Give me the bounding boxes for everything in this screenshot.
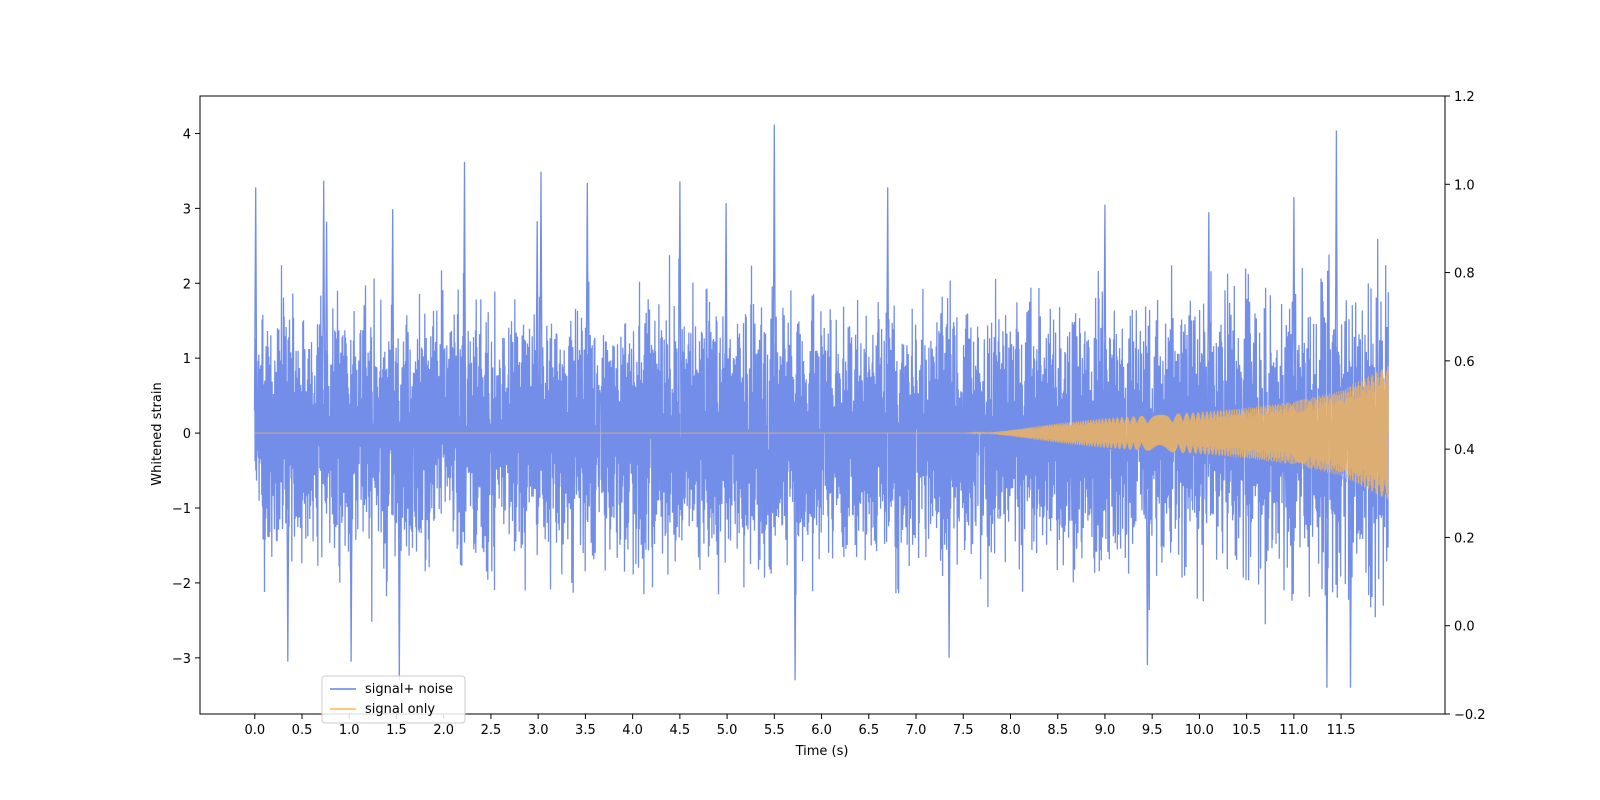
y2-tick-label: −0.2 — [1454, 708, 1486, 723]
x-tick-label: 0.5 — [292, 723, 313, 738]
x-tick-label: 2.5 — [481, 723, 502, 738]
y-tick-label: −1 — [172, 502, 191, 517]
series-signal-only-line — [254, 365, 1389, 500]
x-tick-label: 3.0 — [528, 723, 549, 738]
y-tick-label: −2 — [172, 577, 191, 592]
y2-tick-label: 0.6 — [1454, 355, 1475, 370]
legend: signal+ noise signal only — [321, 675, 466, 724]
x-tick-label: 9.5 — [1142, 723, 1163, 738]
x-tick-label: 11.5 — [1327, 723, 1356, 738]
x-tick-label: 5.5 — [764, 723, 785, 738]
x-tick-label: 7.0 — [906, 723, 927, 738]
legend-label-signal-plus-noise: signal+ noise — [365, 682, 453, 697]
axes-frame — [199, 95, 1446, 715]
y-axis-label: Whitened strain — [150, 382, 165, 485]
x-tick-label: 5.0 — [717, 723, 738, 738]
y-tick-label: 0 — [183, 427, 191, 442]
legend-label-signal-only: signal only — [365, 702, 435, 717]
y2-tick-label: 0.4 — [1454, 443, 1475, 458]
x-tick-label: 0.0 — [244, 723, 265, 738]
x-tick-label: 4.5 — [670, 723, 691, 738]
y-tick-label: 1 — [183, 352, 191, 367]
y-tick-label: 3 — [183, 202, 191, 217]
x-axis: 0.0 0.5 1.0 1.5 2.0 2.5 3.0 3.5 4.0 4.5 5.0 5.5 6.0 6… — [244, 714, 1356, 738]
x-tick-label: 10.0 — [1185, 723, 1214, 738]
y-axis-right: −0.2 0.0 0.2 0.4 0.6 0.8 1.0 1.2 — [1445, 90, 1486, 723]
x-tick-label: 1.0 — [339, 723, 360, 738]
x-tick-label: 6.5 — [858, 723, 879, 738]
x-tick-label: 3.5 — [575, 723, 596, 738]
x-tick-label: 7.5 — [953, 723, 974, 738]
x-tick-label: 8.0 — [1000, 723, 1021, 738]
x-tick-label: 10.5 — [1232, 723, 1261, 738]
x-tick-label: 11.0 — [1279, 723, 1308, 738]
y2-tick-label: 0.8 — [1454, 267, 1475, 282]
y-tick-label: 2 — [183, 277, 191, 292]
x-tick-label: 9.0 — [1095, 723, 1116, 738]
y-tick-label: −3 — [172, 652, 191, 667]
x-tick-label: 8.5 — [1047, 723, 1068, 738]
x-tick-label: 2.0 — [433, 723, 454, 738]
legend-box — [321, 675, 466, 724]
x-tick-label: 1.5 — [386, 723, 407, 738]
y2-tick-label: 1.0 — [1454, 178, 1475, 193]
y2-tick-label: 0.2 — [1454, 531, 1475, 546]
y-tick-label: 4 — [183, 127, 191, 142]
x-tick-label: 4.0 — [622, 723, 643, 738]
y2-tick-label: 0.0 — [1454, 620, 1475, 635]
x-axis-label: Time (s) — [795, 744, 849, 759]
y-axis-left: −3 −2 −1 0 1 2 3 4 — [172, 127, 200, 667]
x-tick-label: 6.0 — [811, 723, 832, 738]
y2-tick-label: 1.2 — [1454, 90, 1475, 105]
